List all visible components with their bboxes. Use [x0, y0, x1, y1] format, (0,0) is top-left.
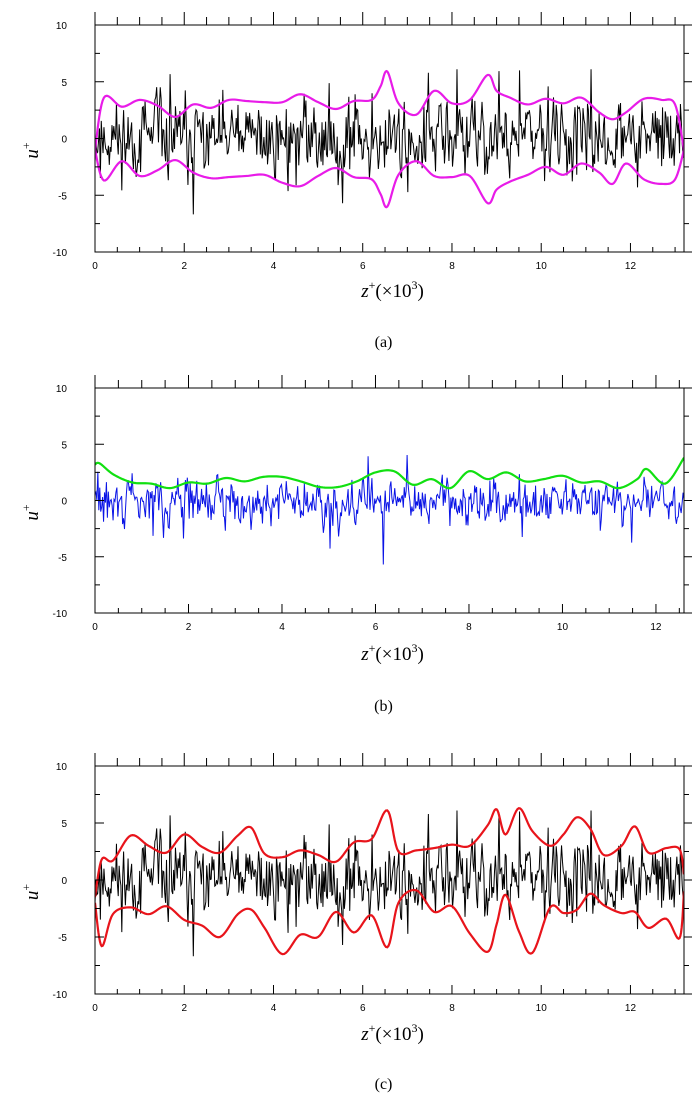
- panel-caption: (a): [375, 334, 393, 351]
- panel-caption: (b): [374, 698, 393, 715]
- x-tick-label: 12: [625, 1003, 637, 1014]
- x-axis-label-scale: (×10: [375, 644, 411, 665]
- x-axis-label-exp: 3: [411, 278, 417, 292]
- x-axis-label: z+(×103): [360, 1021, 424, 1045]
- x-axis-label: z+(×103): [360, 278, 424, 302]
- y-axis-label-sup: +: [19, 504, 33, 511]
- x-tick-label: 6: [360, 1003, 366, 1014]
- y-tick-label: 0: [61, 876, 67, 887]
- y-axis-label: u+: [19, 884, 43, 901]
- x-axis-label-base: z: [360, 644, 369, 665]
- x-tick-label: 2: [181, 261, 187, 272]
- y-tick-label: -10: [53, 248, 68, 259]
- y-tick-label: -5: [58, 553, 67, 564]
- y-tick-label: 0: [61, 497, 67, 508]
- x-tick-label: 10: [557, 622, 569, 633]
- envelope-line-0: [95, 69, 684, 151]
- x-tick-label: 6: [373, 622, 379, 633]
- envelope-line-0: [95, 806, 684, 898]
- x-axis-label-scale: (×10: [375, 281, 411, 302]
- x-tick-label: 12: [650, 622, 662, 633]
- y-tick-label: 5: [61, 819, 67, 830]
- x-axis-label-close: ): [417, 281, 423, 302]
- signal-line: [95, 69, 684, 215]
- y-tick-label: -5: [58, 191, 67, 202]
- x-axis-label-sup: +: [369, 1021, 376, 1035]
- x-tick-label: 0: [92, 1003, 98, 1014]
- x-tick-label: 8: [449, 261, 455, 272]
- envelope-line-0: [95, 457, 684, 490]
- x-axis-label-sup: +: [369, 641, 376, 655]
- x-tick-label: 8: [449, 1003, 455, 1014]
- y-tick-label: 10: [56, 762, 68, 773]
- x-tick-label: 10: [536, 1003, 548, 1014]
- envelope-line-1: [95, 149, 684, 209]
- panel-caption: (c): [375, 1076, 393, 1093]
- y-axis-label-base: u: [22, 511, 43, 521]
- y-axis-label: u+: [19, 142, 43, 159]
- x-axis-label-close: ): [417, 644, 423, 665]
- x-tick-label: 6: [360, 261, 366, 272]
- x-tick-label: 2: [186, 622, 192, 633]
- x-axis-label-base: z: [360, 1024, 369, 1045]
- x-tick-label: 0: [92, 622, 98, 633]
- y-tick-label: -10: [53, 990, 68, 1001]
- signal-line: [95, 810, 684, 957]
- y-tick-label: -10: [53, 609, 68, 620]
- y-tick-label: 5: [61, 440, 67, 451]
- x-axis-label-base: z: [360, 281, 369, 302]
- y-axis-label: u+: [19, 504, 43, 521]
- x-tick-label: 8: [466, 622, 472, 633]
- signal-line: [95, 454, 684, 565]
- x-tick-label: 10: [536, 261, 548, 272]
- x-tick-label: 12: [625, 261, 637, 272]
- x-axis-label-scale: (×10: [375, 1024, 411, 1045]
- envelope-line-1: [95, 888, 684, 956]
- x-axis-label: z+(×103): [360, 641, 424, 665]
- x-tick-label: 4: [279, 622, 285, 633]
- y-axis-label-base: u: [22, 891, 43, 901]
- x-axis-label-sup: +: [369, 278, 376, 292]
- x-tick-label: 4: [271, 261, 277, 272]
- y-axis-label-sup: +: [19, 884, 33, 891]
- x-axis-label-exp: 3: [411, 1021, 417, 1035]
- x-axis-label-exp: 3: [411, 641, 417, 655]
- y-tick-label: 10: [56, 384, 68, 395]
- y-tick-label: 0: [61, 135, 67, 146]
- y-tick-label: 5: [61, 78, 67, 89]
- x-tick-label: 0: [92, 261, 98, 272]
- x-tick-label: 2: [181, 1003, 187, 1014]
- x-axis-label-close: ): [417, 1024, 423, 1045]
- y-tick-label: -5: [58, 933, 67, 944]
- y-tick-label: 10: [56, 21, 68, 32]
- y-axis-label-sup: +: [19, 142, 33, 149]
- x-tick-label: 4: [271, 1003, 277, 1014]
- y-axis-label-base: u: [22, 149, 43, 159]
